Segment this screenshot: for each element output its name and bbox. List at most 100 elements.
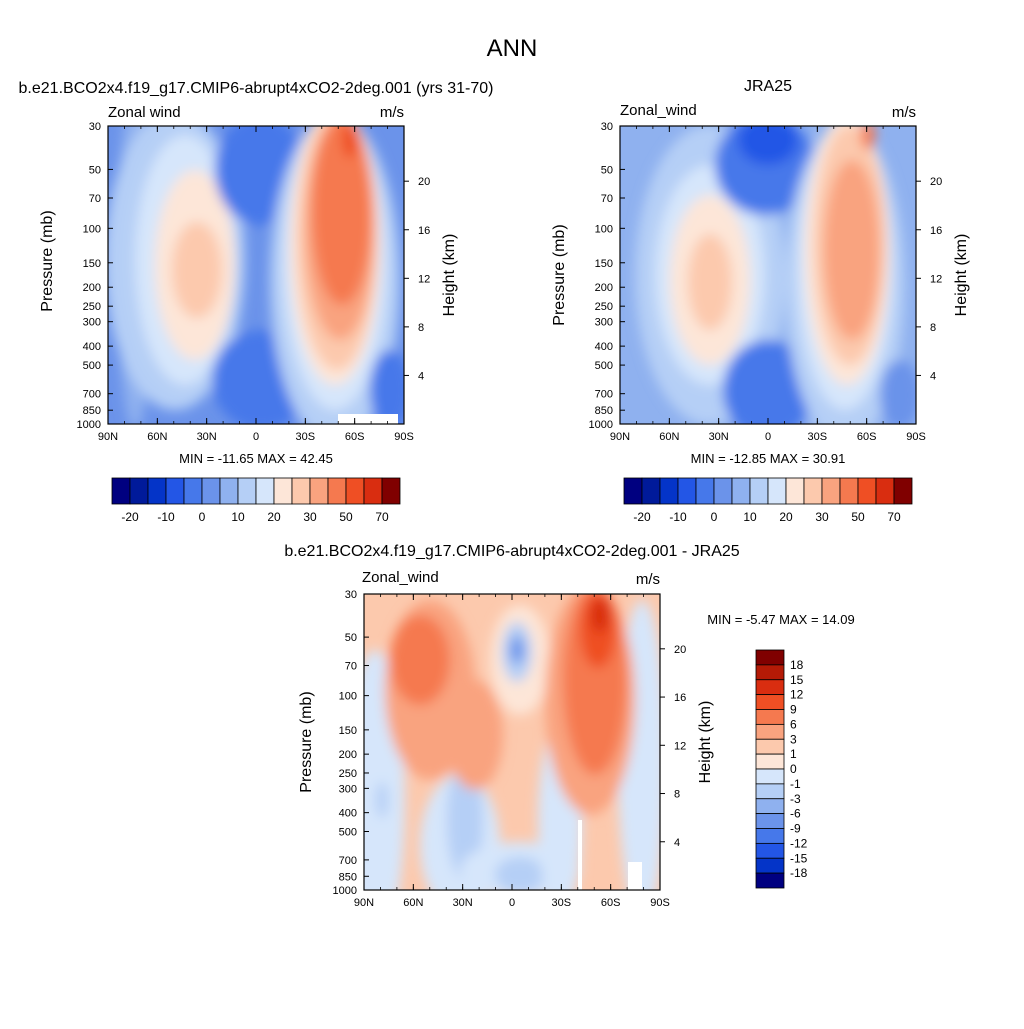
y-tick-label: 30 [601,121,613,133]
panel-model-ylabel: Pressure (mb) [39,210,56,311]
y-tick-label: 700 [339,855,357,867]
colorbar-box [755,679,785,696]
terrain-mask [338,414,398,424]
colorbar-label: 3 [790,732,797,746]
height-tick-label: 20 [674,644,686,656]
colorbar-box [755,857,785,874]
colorbar-label: 12 [790,688,804,702]
colorbar-box [147,477,167,505]
y-tick-label: 30 [89,121,101,133]
height-tick-label: 12 [674,740,686,752]
panel-model: b.e21.BCO2x4.f19_g17.CMIP6-abrupt4xCO2-2… [19,80,494,524]
y-tick-label: 700 [595,389,613,401]
panel-diff-title: b.e21.BCO2x4.f19_g17.CMIP6-abrupt4xCO2-2… [284,543,739,560]
colorbar-label: 30 [815,510,829,524]
y-tick-label: 500 [83,360,101,372]
y-tick-label: 500 [339,826,357,838]
colorbar-box [755,768,785,785]
x-tick-label: 90N [98,431,118,443]
colorbar-label: -10 [669,510,687,524]
colorbar-box [381,477,401,505]
y-tick-label: 300 [339,783,357,795]
y-tick-label: 1000 [333,885,357,897]
height-tick-label: 20 [418,176,430,188]
colorbar-label: -3 [790,792,801,806]
x-tick-label: 60N [403,897,423,909]
field-contour [495,857,545,890]
colorbar-box [821,477,841,505]
colorbar-box [677,477,697,505]
colorbar-box [255,477,275,505]
y-tick-label: 700 [83,389,101,401]
colorbar-box [309,477,329,505]
field-contour [390,615,450,705]
panel-model-title: b.e21.BCO2x4.f19_g17.CMIP6-abrupt4xCO2-2… [19,80,494,97]
panel-obs-units: m/s [892,104,916,121]
y-tick-label: 100 [339,691,357,703]
colorbar-box [623,477,643,505]
panel-diff-units: m/s [636,571,660,588]
y-tick-label: 70 [601,193,613,205]
colorbar-box [755,783,785,800]
colorbar-box [641,477,661,505]
colorbar-label: 20 [267,510,281,524]
field-contour [590,597,610,633]
x-tick-label: 90N [354,897,374,909]
height-tick-label: 8 [674,789,680,801]
colorbar-label: 1 [790,747,797,761]
y-tick-label: 70 [345,661,357,673]
colorbar-box [755,828,785,844]
colorbar-label: -9 [790,822,801,836]
height-tick-label: 8 [418,322,424,334]
colorbar-box [803,477,823,505]
colorbar-box [363,477,383,505]
field-contour [688,234,732,330]
panel-model-field [108,126,404,424]
panel-model-height-label: Height (km) [441,234,458,317]
colorbar-box [749,477,769,505]
terrain-mask [578,820,582,890]
colorbar-box [755,709,785,725]
height-tick-label: 12 [418,273,430,285]
y-tick-label: 500 [595,360,613,372]
panel-obs-ylabel: Pressure (mb) [551,224,568,325]
y-tick-label: 100 [83,223,101,235]
colorbar-box [731,477,751,505]
colorbar-box [755,723,785,740]
panel-obs: JRA25 Zonal_wind m/s Pres [551,78,970,524]
x-tick-label: 30N [197,431,217,443]
height-tick-label: 16 [930,225,942,237]
panel-model-units: m/s [380,104,404,121]
x-tick-label: 60N [147,431,167,443]
colorbar-label: -15 [790,851,808,865]
colorbar-box [893,477,913,505]
field-contour [447,680,503,790]
field-contour [880,360,916,424]
field-contour [738,126,798,165]
x-tick-label: 90N [610,431,630,443]
y-tick-label: 200 [339,749,357,761]
y-tick-label: 400 [595,341,613,353]
colorbar-box [755,798,785,815]
panel-obs-height-label: Height (km) [953,234,970,317]
x-tick-label: 0 [509,897,515,909]
terrain-mask [628,862,642,890]
colorbar-label: 50 [851,510,865,524]
y-tick-label: 1000 [589,419,613,431]
colorbar-label: 9 [790,703,797,717]
x-tick-label: 90S [394,431,414,443]
y-tick-label: 150 [595,258,613,270]
y-tick-label: 300 [83,317,101,329]
colorbar-label: -1 [790,777,801,791]
colorbar-box [767,477,787,505]
panel-obs-colorbar: -20 -10 0 10 20 30 50 70 [623,477,913,524]
panel-obs-field [620,126,916,424]
colorbar-box [659,477,679,505]
panel-diff-ylabel: Pressure (mb) [298,691,315,792]
colorbar-box [111,477,131,505]
panel-obs-title: JRA25 [744,78,792,95]
colorbar-box [291,477,311,505]
x-tick-label: 90S [906,431,926,443]
colorbar-box [755,738,785,755]
